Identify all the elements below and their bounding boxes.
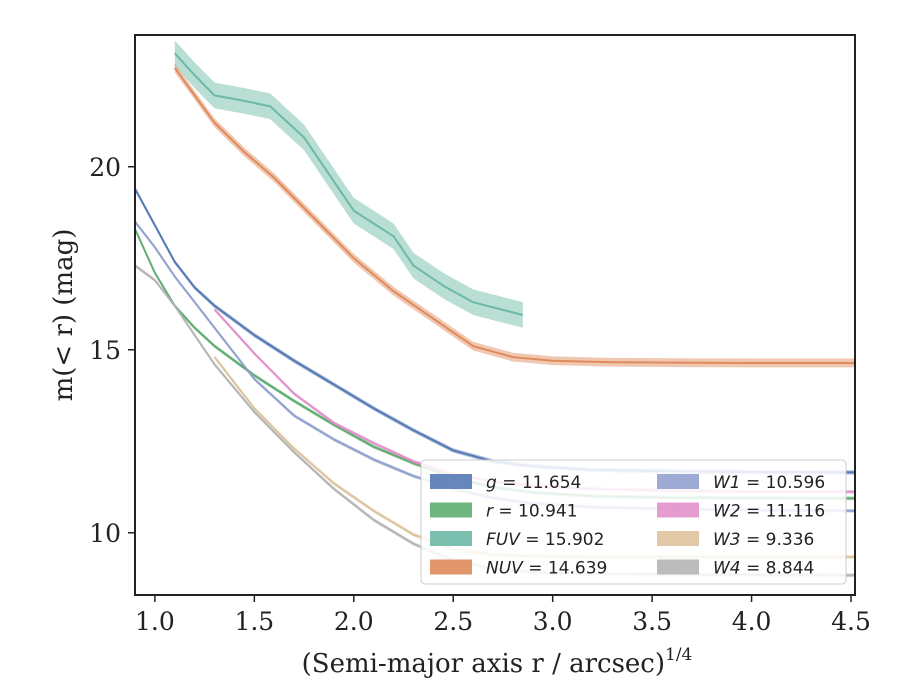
series-nuv-line [173, 67, 855, 364]
x-axis-label: (Semi-major axis r / arcsec)1/4 [302, 645, 693, 679]
legend-entry-r: r = 10.941 [430, 502, 578, 522]
x-tick-label: 1.0 [135, 607, 175, 636]
legend-entry-nuv: NUV = 14.639 [430, 559, 607, 579]
x-axis-label-superscript: 1/4 [665, 645, 692, 665]
legend-swatch [430, 531, 472, 546]
x-tick-label: 2.0 [334, 607, 374, 636]
legend-entry-fuv: FUV = 15.902 [430, 530, 604, 550]
y-axis-label: m(< r) (mag) [49, 229, 79, 402]
legend-label: W3 = 9.336 [713, 530, 814, 550]
legend-label: g = 11.654 [486, 473, 581, 493]
legend-entry-w4: W4 = 8.844 [657, 559, 814, 579]
legend-swatch [657, 531, 699, 546]
x-tick-label: 1.5 [234, 607, 274, 636]
legend-label: FUV = 15.902 [486, 530, 604, 550]
legend-entry-g: g = 11.654 [430, 473, 581, 493]
x-axis-ticks: 1.0 1.5 2.0 2.5 3.0 3.5 4.0 4.5 [135, 595, 871, 636]
y-tick-label: 10 [89, 519, 121, 548]
x-tick-label: 2.5 [433, 607, 473, 636]
legend-entry-w3: W3 = 9.336 [657, 530, 814, 550]
x-axis-label-main: (Semi-major axis r / arcsec) [302, 649, 665, 679]
legend-label: W4 = 8.844 [713, 559, 814, 579]
legend-box [420, 459, 847, 585]
y-tick-label: 15 [89, 336, 121, 365]
series-fuv [174, 40, 524, 328]
series-fuv-band [174, 40, 523, 328]
legend-entry-w1: W1 = 10.596 [657, 473, 825, 493]
series-g-band [135, 186, 855, 475]
legend: g = 11.654 r = 10.941 FUV = 15.902 NUV = 14… [420, 459, 847, 585]
y-tick-label: 20 [89, 153, 121, 182]
legend-swatch [430, 502, 472, 518]
legend-label: NUV = 14.639 [486, 559, 607, 579]
legend-swatch [657, 474, 699, 489]
series-fuv-line [174, 52, 524, 316]
legend-label: W2 = 11.116 [713, 502, 825, 522]
series-g [135, 186, 855, 475]
legend-label: r = 10.941 [486, 502, 578, 522]
legend-swatch [657, 559, 699, 575]
legend-swatch [430, 559, 472, 575]
x-tick-label: 3.5 [632, 607, 672, 636]
x-tick-label: 3.0 [533, 607, 573, 636]
legend-label: W1 = 10.596 [713, 473, 825, 493]
legend-entry-w2: W2 = 11.116 [657, 502, 825, 522]
x-tick-label: 4.0 [732, 607, 772, 636]
series-g-line [135, 188, 855, 474]
plot-frame [134, 34, 856, 596]
legend-swatch [430, 474, 472, 489]
y-axis-ticks: 10 15 20 [89, 153, 135, 548]
x-tick-label: 4.5 [831, 607, 871, 636]
series-nuv [173, 63, 855, 368]
legend-swatch [657, 502, 699, 518]
